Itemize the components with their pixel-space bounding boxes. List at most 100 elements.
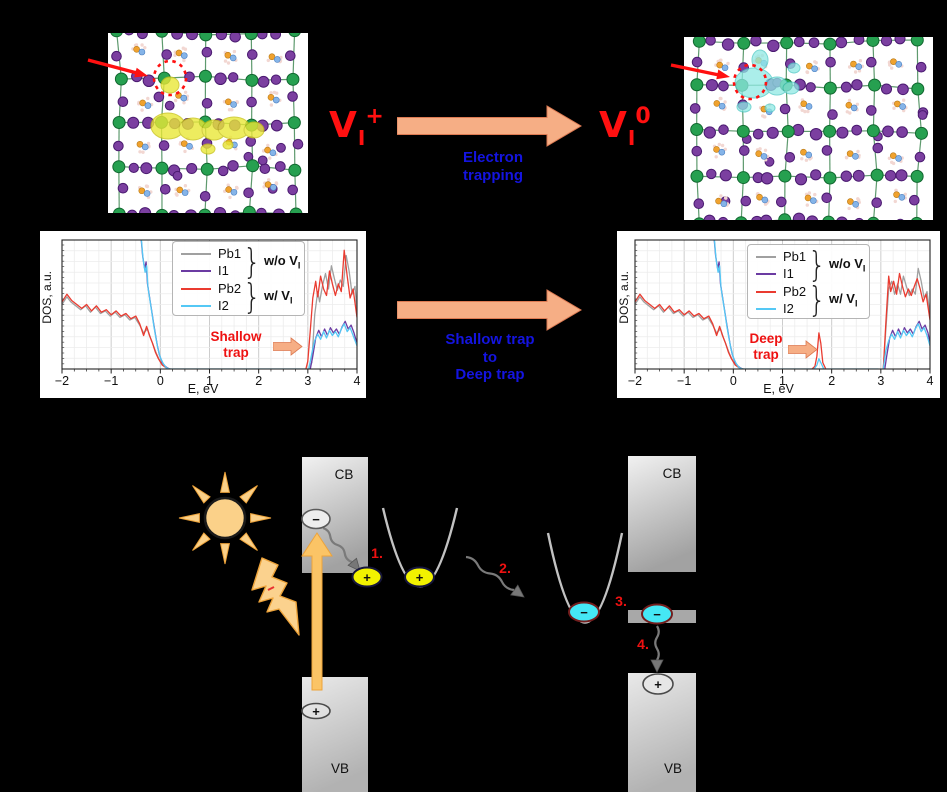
sun-ray bbox=[219, 543, 231, 565]
pb2-line-swatch bbox=[756, 290, 776, 293]
group-label-without-vacancy: w/o VI bbox=[263, 253, 301, 271]
step-4-label: 4. bbox=[637, 636, 649, 652]
vacancy-dashed-circle bbox=[152, 59, 188, 97]
relaxation-wavy-arrow-2 bbox=[465, 555, 515, 592]
brace-icon: } bbox=[808, 243, 826, 285]
dos-series-I2 bbox=[308, 323, 357, 369]
brace-icon: } bbox=[243, 240, 261, 282]
x-tick-label: −2 bbox=[628, 374, 642, 388]
cb-label-left: CB bbox=[335, 467, 354, 482]
shallow-to-deep-caption: Shallow trap to Deep trap bbox=[445, 331, 535, 383]
arrowhead-icon bbox=[510, 584, 525, 598]
sun-ray bbox=[219, 471, 231, 493]
x-tick-label: −1 bbox=[677, 374, 691, 388]
brace-icon: } bbox=[243, 275, 261, 317]
dos-series-I2 bbox=[713, 240, 744, 369]
sun-ray bbox=[239, 485, 258, 504]
legend-item-i1: I1 bbox=[756, 266, 806, 281]
dos-curves bbox=[62, 240, 357, 369]
svg-text:+: + bbox=[363, 570, 371, 585]
crystal-structure-vi-neutral bbox=[684, 33, 933, 232]
arrowhead-icon bbox=[347, 557, 361, 572]
legend-item-pb1: Pb1 bbox=[181, 246, 241, 261]
sun-ray bbox=[192, 485, 211, 504]
x-tick-label: 0 bbox=[157, 374, 164, 388]
svg-text:+: + bbox=[416, 570, 424, 585]
dos-plot-deep-trap: −2 −1 0 1 2 3 4 DOS, a.u. E, eV Pb1 I1 } w/o V… bbox=[617, 231, 940, 398]
conduction-band-right bbox=[628, 456, 696, 572]
shallow-to-deep-arrow bbox=[397, 289, 582, 331]
shallow-trap-state-a bbox=[351, 566, 383, 588]
lightning-icon bbox=[251, 557, 300, 636]
legend-group-without-vacancy: Pb1 I1 } w/o VI bbox=[756, 243, 866, 285]
deep-trap-pointer-arrow bbox=[788, 340, 818, 359]
vacancy-pointer-arrow-right bbox=[670, 63, 730, 80]
x-tick-label: −1 bbox=[104, 374, 118, 388]
pb2-line-swatch bbox=[181, 287, 211, 290]
vacancy-dashed-circle bbox=[732, 63, 768, 101]
dos-series-I2 bbox=[882, 323, 930, 369]
legend-item-i2: I2 bbox=[181, 298, 241, 313]
svg-text:+: + bbox=[312, 704, 320, 719]
photoexcitation-arrow bbox=[301, 532, 333, 691]
legend-item-pb2: Pb2 bbox=[181, 281, 241, 296]
sun-ray bbox=[192, 532, 211, 551]
trapping-wavy-arrow-1 bbox=[322, 526, 353, 564]
dos-series-Pb2 bbox=[811, 332, 827, 369]
hole-in-vb-left bbox=[301, 702, 331, 720]
trapped-electron-level bbox=[641, 603, 673, 625]
y-axis-label: DOS, a.u. bbox=[40, 271, 54, 324]
dos-series-Pb2 bbox=[635, 293, 744, 369]
dos-series-I1 bbox=[884, 320, 930, 369]
legend-group-without-vacancy: Pb1 I1 } w/o VI bbox=[181, 240, 301, 282]
arrowhead-icon bbox=[650, 659, 664, 673]
vb-label-right: VB bbox=[664, 761, 682, 776]
cb-label-right: CB bbox=[663, 466, 682, 481]
shallow-trap-annotation: Shallow trap bbox=[210, 329, 262, 360]
x-tick-label: 4 bbox=[354, 374, 361, 388]
trapped-electron-well bbox=[568, 601, 600, 623]
svg-text:−: − bbox=[580, 605, 588, 620]
i2-line-swatch bbox=[756, 307, 776, 310]
x-axis-label: E, eV bbox=[763, 382, 794, 396]
dos-series-Pb2 bbox=[305, 249, 357, 369]
x-tick-label: 2 bbox=[255, 374, 262, 388]
x-tick-label: −2 bbox=[55, 374, 69, 388]
x-tick-label: 0 bbox=[730, 374, 737, 388]
sun-ray bbox=[178, 512, 200, 524]
dos-plot-shallow-trap: −2 −1 0 1 2 3 4 DOS, a.u. E, eV Pb1 I1 } w/o V… bbox=[40, 231, 366, 398]
x-tick-label: 2 bbox=[828, 374, 835, 388]
electron-trapping-arrow bbox=[397, 105, 582, 147]
x-tick-label: 4 bbox=[927, 374, 934, 388]
dos-curves bbox=[635, 240, 930, 369]
svg-text:−: − bbox=[312, 512, 320, 527]
recombination-wavy-arrow-4 bbox=[654, 625, 660, 661]
dos-legend: Pb1 I1 } w/o VI Pb2 I2 } w/ VI bbox=[747, 243, 871, 319]
dos-series-I2 bbox=[140, 240, 171, 369]
hole-in-vb-right bbox=[642, 673, 674, 695]
step-3-label: 3. bbox=[615, 593, 627, 609]
deep-trap-annotation: Deep trap bbox=[749, 331, 783, 362]
electron-trapping-caption: Electron trapping bbox=[462, 149, 523, 184]
y-axis-label: DOS, a.u. bbox=[617, 271, 631, 324]
x-tick-label: 1 bbox=[779, 374, 786, 388]
dos-series-I1 bbox=[309, 320, 357, 369]
legend-item-i2: I2 bbox=[756, 301, 806, 316]
x-tick-label: 3 bbox=[304, 374, 311, 388]
step-1-label: 1. bbox=[371, 545, 383, 561]
dos-series-Pb2 bbox=[62, 293, 171, 369]
shallow-trap-state-b bbox=[404, 566, 435, 588]
x-tick-label: 3 bbox=[877, 374, 884, 388]
shallow-trap-pointer-arrow bbox=[273, 337, 303, 356]
pb1-line-swatch bbox=[181, 252, 211, 255]
group-label-without-vacancy: w/o VI bbox=[828, 256, 866, 274]
i1-line-swatch bbox=[756, 272, 776, 275]
legend-item-i1: I1 bbox=[181, 263, 241, 278]
svg-text:+: + bbox=[654, 677, 662, 692]
group-label-with-vacancy: w/ VI bbox=[828, 291, 858, 309]
dos-legend: Pb1 I1 } w/o VI Pb2 I2 } w/ VI bbox=[172, 240, 306, 317]
legend-group-with-vacancy: Pb2 I2 } w/ VI bbox=[181, 275, 300, 317]
i2-line-swatch bbox=[181, 304, 211, 307]
dos-series-Pb2 bbox=[882, 272, 930, 369]
